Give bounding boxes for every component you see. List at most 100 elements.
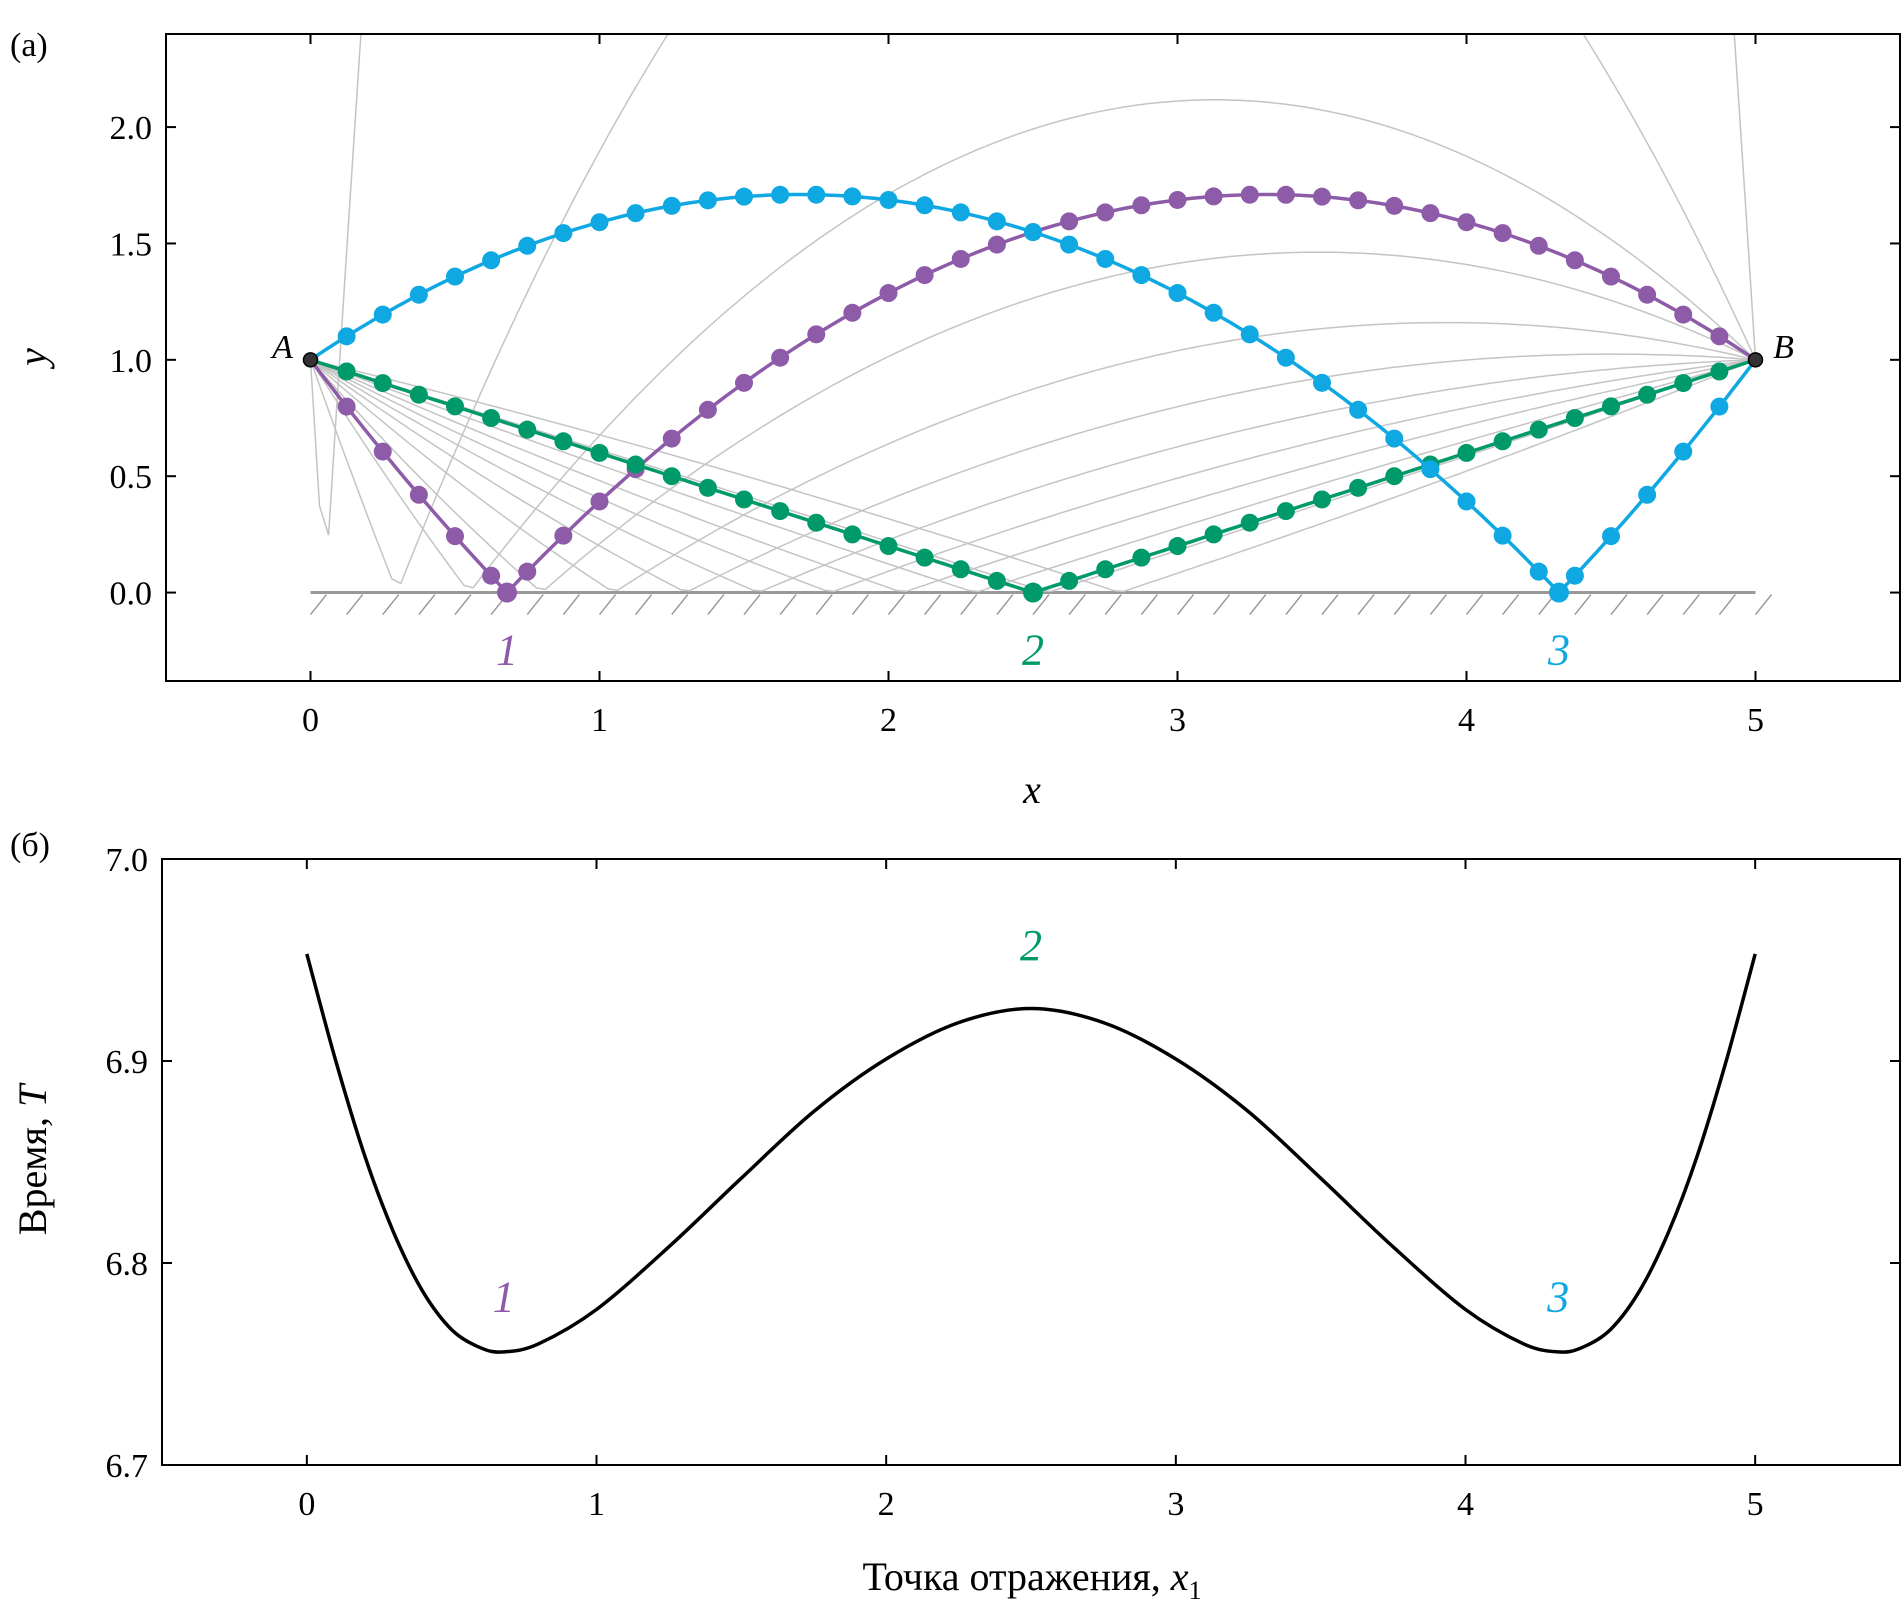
panel-b-plot-area — [305, 953, 1757, 1354]
trajectory-2-point — [1385, 467, 1404, 486]
x-tick-label: 0 — [298, 1486, 315, 1523]
family-trajectory — [309, 34, 1757, 536]
trajectory-1-point — [1204, 187, 1223, 206]
ground-hatch — [924, 594, 942, 616]
trajectory-3-point — [1024, 223, 1042, 242]
y-tick-label: 2.0 — [110, 110, 153, 147]
panel-a-axes: A B 0 1 2 3 4 5 0.0 0.5 1.0 1.5 2.0 — [110, 34, 1900, 739]
ground-hatch — [382, 594, 400, 616]
family-trajectory — [310, 359, 1756, 593]
trajectory-1-point — [1132, 196, 1151, 215]
ground-hatch — [1176, 594, 1195, 616]
ground-hatch — [635, 594, 653, 616]
trajectory-2-point — [951, 560, 970, 579]
panel-b-label: (б) — [10, 827, 50, 864]
panel-b-x-axis-title-sub: 1 — [1189, 1576, 1202, 1605]
trajectory-1-point — [373, 442, 392, 461]
panel-b-axes: 0 1 2 3 4 5 6.7 6.8 6.9 7.0 — [106, 842, 1900, 1523]
trajectory-1-point — [662, 429, 681, 448]
family-trajectory — [310, 321, 1756, 591]
x-tick-label: 5 — [1747, 702, 1764, 739]
ground-hatch — [562, 594, 580, 616]
x-tick-label: 3 — [1167, 1486, 1184, 1523]
trajectory-3-point — [1529, 562, 1548, 581]
trajectory-1-point — [590, 492, 609, 511]
trajectory-2-point — [662, 467, 681, 486]
trajectory-2-point — [735, 490, 753, 509]
trajectory-1-point — [735, 373, 753, 392]
ground-hatch — [1249, 594, 1267, 616]
panel-b-frame — [161, 858, 1901, 1466]
trajectory-1-point — [1096, 203, 1115, 222]
ground-hatch — [851, 594, 869, 616]
trajectory-2-point — [879, 537, 898, 556]
trajectory-1-point — [482, 566, 501, 585]
trajectory-3-point — [373, 305, 392, 324]
trajectory-3-point — [1168, 284, 1187, 303]
trajectory-1-point — [951, 249, 970, 268]
trajectory-2-point — [1132, 548, 1151, 567]
family-trajectory — [309, 251, 1756, 591]
trajectory-2-point — [1096, 560, 1115, 579]
panel-a-curve-labels: 1 2 3 — [496, 626, 1570, 675]
annotation-1: 1 — [493, 1272, 515, 1321]
trajectory-1-point — [1349, 191, 1368, 210]
panel-b-x-axis-title: Точка отражения, x1 — [862, 1554, 1201, 1605]
trajectory-3-point — [1565, 566, 1584, 585]
trajectory-1-point — [1638, 285, 1657, 304]
trajectory-3-point — [915, 196, 934, 215]
trajectory-2-point — [698, 478, 717, 497]
trajectory-1-point — [337, 397, 356, 416]
trajectory-2-point — [1349, 478, 1368, 497]
family-trajectory — [309, 99, 1757, 589]
family-trajectory — [310, 353, 1756, 592]
trajectory-2-point — [1638, 385, 1657, 404]
ground-hatch — [1429, 594, 1447, 616]
trajectory-3-point — [1096, 249, 1115, 268]
ground-hatch — [1032, 594, 1050, 616]
trajectory-3-point — [735, 187, 753, 206]
curve-label-2: 2 — [1022, 626, 1044, 675]
trajectory-2-point — [915, 548, 934, 567]
trajectory-1-point — [1493, 224, 1512, 243]
trajectory-1-point — [446, 527, 464, 546]
trajectory-3-point — [446, 267, 464, 286]
trajectory-1-point — [554, 526, 573, 545]
trajectory-1-point — [915, 266, 934, 285]
trajectory-2-point — [446, 397, 464, 416]
ground-hatch — [815, 594, 833, 616]
trajectory-2-point — [1565, 409, 1584, 428]
trajectory-2-point — [409, 385, 428, 404]
trajectory-3-point — [951, 203, 970, 222]
trajectory-3-point — [698, 191, 717, 210]
ground-hatch — [309, 594, 328, 616]
trajectory-3-point — [1602, 527, 1620, 546]
trajectory-1-point — [1421, 204, 1440, 223]
trajectory-1-point — [1710, 327, 1729, 346]
ground-hatch — [346, 594, 364, 616]
panel-a-x-axis-title: x — [1022, 767, 1041, 812]
ground-hatch — [960, 594, 978, 616]
trajectory-3-point — [1493, 526, 1512, 545]
trajectory-3-point — [337, 327, 356, 346]
trajectory-2 — [309, 358, 1757, 595]
ground-hatch — [996, 594, 1014, 616]
trajectory-2-point — [843, 525, 862, 544]
ground-hatch — [887, 594, 906, 616]
family-trajectory — [310, 359, 1756, 593]
panel-a-frame — [165, 33, 1901, 682]
trajectory-3-point — [1132, 266, 1151, 285]
trajectory-3-point — [1674, 442, 1693, 461]
panel-b-y-axis-title-main: Время, — [10, 1107, 55, 1235]
trajectory-1-point — [807, 325, 826, 344]
trajectory-3-point — [482, 251, 501, 270]
trajectory-3-point — [987, 212, 1006, 231]
ground-hatch — [1321, 594, 1339, 616]
trajectory-2-point — [518, 420, 537, 439]
trajectory-2-point — [590, 443, 609, 462]
trajectory-1-point — [1457, 213, 1476, 232]
trajectory-3-point — [554, 224, 573, 243]
ground-hatch — [1213, 594, 1231, 616]
trajectory-2-point — [1060, 571, 1079, 590]
annotation-3: 3 — [1546, 1272, 1569, 1321]
